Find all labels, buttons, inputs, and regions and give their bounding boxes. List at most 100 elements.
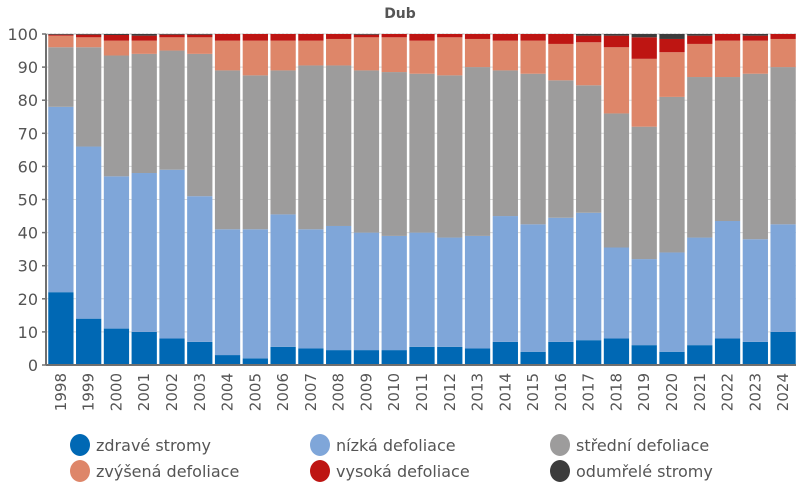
x-tick-label: 2023	[746, 373, 764, 411]
bar-segment-střední-defoliace	[576, 85, 602, 213]
bar-segment-odumřelé-stromy	[742, 34, 768, 36]
bar-stack-2006	[270, 34, 296, 365]
bar-segment-zdravé-stromy	[298, 348, 324, 365]
bar-segment-nízká-defoliace	[159, 169, 185, 339]
bar-segment-odumřelé-stromy	[603, 34, 630, 36]
bar-segment-zvýšená-defoliace	[159, 37, 185, 51]
bar-segment-odumřelé-stromy	[576, 34, 602, 36]
bar-segment-střední-defoliace	[187, 53, 213, 197]
bar-stack-2019	[631, 34, 657, 365]
bar-segment-odumřelé-stromy	[631, 34, 657, 38]
bar-segment-vysoká-defoliace	[298, 34, 324, 41]
bar-segment-střední-defoliace	[492, 70, 518, 217]
bar-segment-zvýšená-defoliace	[353, 37, 380, 71]
bar-segment-vysoká-defoliace	[437, 34, 463, 38]
y-tick-label: 30	[18, 257, 38, 276]
bar-segment-zvýšená-defoliace	[576, 42, 602, 86]
bar-segment-nízká-defoliace	[298, 229, 324, 349]
bar-segment-vysoká-defoliace	[381, 34, 407, 38]
bar-segment-zdravé-stromy	[76, 318, 102, 365]
bar-segment-vysoká-defoliace	[326, 34, 352, 39]
bar-segment-vysoká-defoliace	[187, 34, 213, 38]
bar-segment-nízká-defoliace	[631, 259, 657, 346]
legend-row: zdravé stromy nízká defoliace střední defo…	[70, 432, 770, 458]
bar-segment-zdravé-stromy	[326, 350, 352, 365]
x-tick-label: 2004	[219, 373, 237, 411]
bar-segment-nízká-defoliace	[353, 232, 380, 351]
bar-stack-2023	[742, 34, 768, 365]
x-tick-label: 2000	[107, 373, 125, 411]
bar-segment-střední-defoliace	[548, 80, 574, 218]
x-tick-label: 2014	[496, 373, 514, 411]
bar-segment-zdravé-stromy	[381, 350, 407, 365]
bar-segment-zdravé-stromy	[492, 341, 518, 365]
y-tick-label: 90	[18, 58, 38, 77]
bar-segment-odumřelé-stromy	[131, 34, 157, 36]
legend-label: střední defoliace	[576, 435, 710, 455]
bar-segment-vysoká-defoliace	[520, 34, 546, 41]
bar-segment-zvýšená-defoliace	[187, 37, 213, 54]
bar-segment-zdravé-stromy	[520, 351, 546, 365]
bar-segment-zdravé-stromy	[464, 348, 491, 365]
legend-item: nízká defoliace	[310, 434, 550, 456]
bar-segment-nízká-defoliace	[103, 176, 130, 329]
bar-stack-2011	[409, 34, 435, 365]
legend-label: vysoká defoliace	[336, 461, 470, 481]
x-tick-label: 2013	[469, 373, 487, 411]
bar-stack-2007	[298, 34, 324, 365]
bar-segment-zvýšená-defoliace	[326, 38, 352, 66]
bar-segment-zvýšená-defoliace	[76, 37, 102, 48]
x-tick-label: 2003	[191, 373, 209, 411]
y-tick-label: 70	[18, 124, 38, 143]
bar-segment-vysoká-defoliace	[659, 38, 685, 53]
x-tick-label: 2021	[691, 373, 709, 411]
bar-segment-střední-defoliace	[48, 47, 74, 107]
legend-swatch-icon	[70, 460, 90, 482]
bar-stack-2008	[326, 34, 352, 365]
x-tick-label: 2005	[246, 373, 264, 411]
bar-segment-nízká-defoliace	[381, 235, 407, 351]
bar-segment-střední-defoliace	[131, 53, 157, 174]
bar-segment-střední-defoliace	[353, 70, 380, 233]
bar-segment-střední-defoliace	[214, 70, 241, 230]
y-tick-label: 50	[18, 191, 38, 210]
bar-segment-zvýšená-defoliace	[103, 40, 130, 56]
bar-segment-zdravé-stromy	[770, 331, 796, 365]
legend-row: zvýšená defoliace vysoká defoliace odumřel…	[70, 458, 770, 484]
bar-segment-zdravé-stromy	[659, 351, 685, 365]
bar-segment-nízká-defoliace	[326, 225, 352, 351]
bar-stack-2022	[714, 34, 741, 365]
bar-stack-2005	[242, 34, 268, 365]
bar-segment-odumřelé-stromy	[353, 34, 380, 35]
bar-segment-zdravé-stromy	[103, 328, 130, 365]
bar-segment-zdravé-stromy	[603, 338, 630, 365]
legend-label: odumřelé stromy	[576, 461, 713, 481]
legend-label: zdravé stromy	[96, 435, 212, 455]
bar-segment-zdravé-stromy	[714, 338, 741, 365]
legend: zdravé stromy nízká defoliace střední defo…	[70, 432, 770, 484]
bar-segment-střední-defoliace	[326, 65, 352, 226]
bar-segment-vysoká-defoliace	[270, 34, 296, 41]
bar-segment-zvýšená-defoliace	[242, 40, 268, 76]
bar-segment-střední-defoliace	[159, 50, 185, 170]
bar-segment-zdravé-stromy	[437, 346, 463, 365]
bar-segment-střední-defoliace	[520, 73, 546, 225]
bar-segment-vysoká-defoliace	[409, 34, 435, 41]
x-tick-label: 2019	[635, 373, 653, 411]
bars	[48, 34, 796, 365]
bar-segment-střední-defoliace	[103, 55, 130, 177]
y-axis: 0 10 20 30 40 50 60 70 80 90 100	[7, 25, 47, 375]
bar-segment-vysoká-defoliace	[631, 37, 657, 59]
bar-segment-zdravé-stromy	[131, 331, 157, 365]
bar-segment-vysoká-defoliace	[214, 34, 241, 41]
y-tick-label: 10	[18, 323, 38, 342]
bar-segment-odumřelé-stromy	[76, 34, 102, 35]
bar-segment-odumřelé-stromy	[187, 34, 213, 35]
x-tick-label: 2009	[357, 373, 375, 411]
legend-item: odumřelé stromy	[550, 460, 770, 482]
bar-segment-vysoká-defoliace	[548, 34, 574, 44]
y-tick-label: 40	[18, 224, 38, 243]
bar-segment-nízká-defoliace	[76, 146, 102, 319]
bar-stack-2012	[437, 34, 463, 365]
bar-segment-zdravé-stromy	[576, 340, 602, 365]
